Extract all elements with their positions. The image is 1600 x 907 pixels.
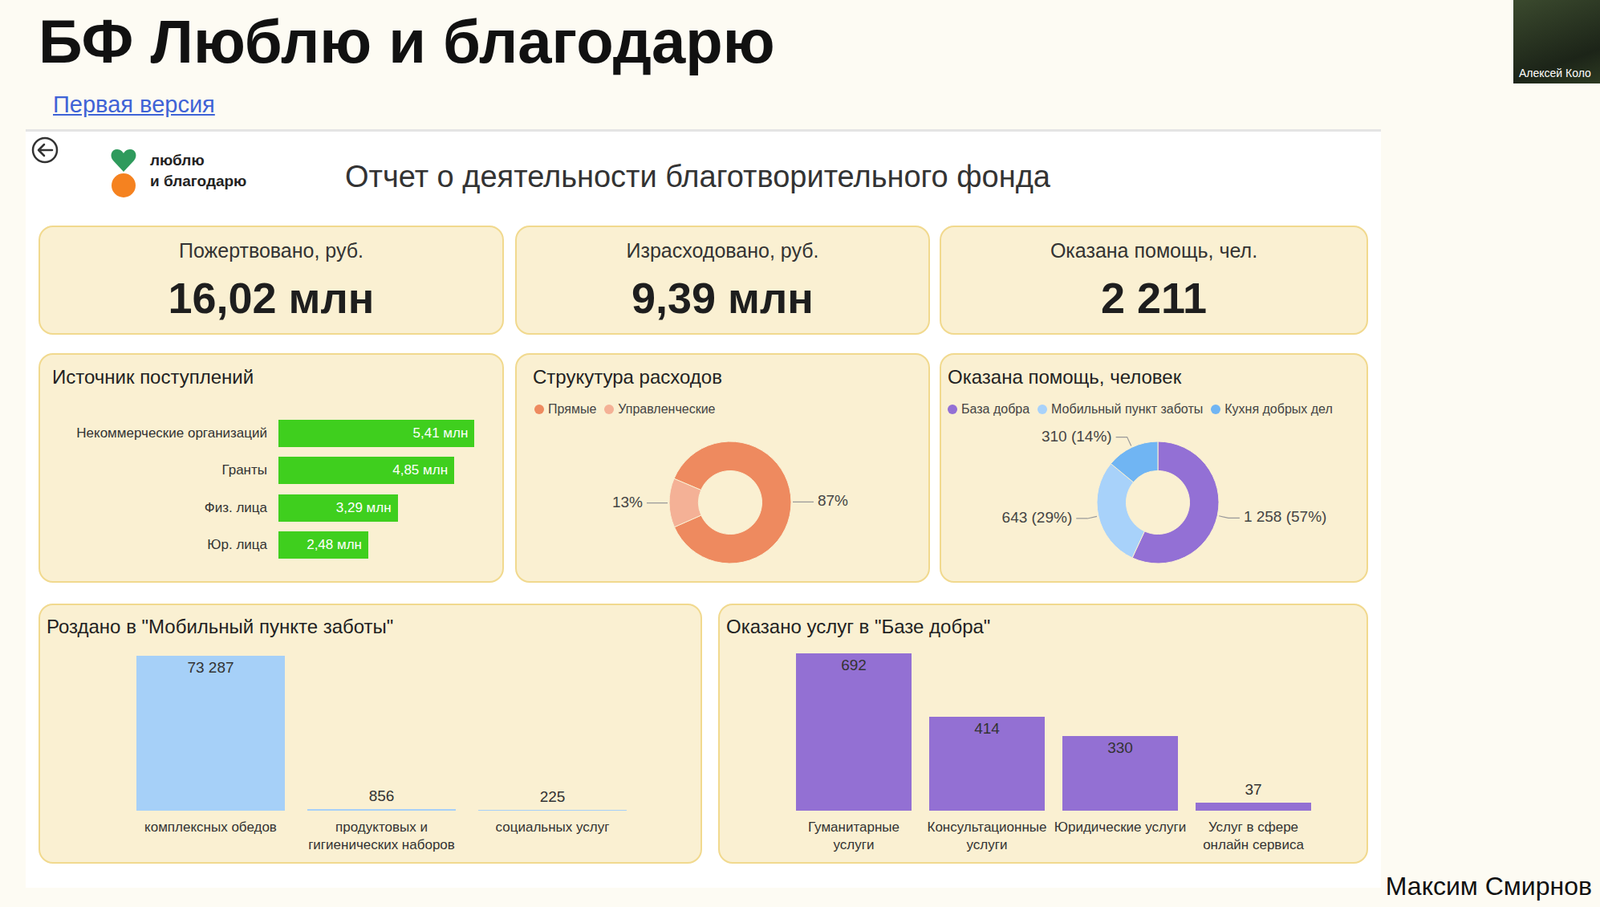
kpi-value: 9,39 млн bbox=[516, 272, 929, 325]
data-label: 2,48 млн bbox=[278, 536, 362, 554]
plot-area bbox=[125, 651, 638, 811]
slide: БФ Люблю и благодарю Первая версия Алексей… bbox=[0, 0, 1600, 907]
category-label: Юридические услуги bbox=[1053, 818, 1187, 837]
legend-text: Мобильный пункт заботы bbox=[1051, 401, 1203, 418]
data-label: 37 bbox=[1186, 780, 1320, 799]
data-label: 87% bbox=[817, 491, 849, 509]
legend-text: Кухня добрых дел bbox=[1224, 401, 1333, 418]
category-label: Услуг в сфере онлайн сервиса bbox=[1186, 818, 1320, 854]
bar bbox=[1195, 802, 1312, 811]
donut-chart: 1 258 (57%) 643 (29%) 310 (14%) bbox=[941, 354, 1370, 585]
data-label: 330 bbox=[1053, 739, 1187, 757]
legend: Прямые Управленческие bbox=[534, 401, 723, 418]
slice bbox=[1110, 441, 1158, 483]
chart-card: Источник поступлений Некоммерческие орган… bbox=[38, 353, 504, 583]
logo-heart bbox=[111, 149, 137, 172]
data-label: 73 287 bbox=[125, 658, 297, 677]
kpi-label: Израсходовано, руб. bbox=[516, 238, 929, 263]
logo-text: люблю bbox=[150, 152, 205, 168]
leader-line bbox=[646, 502, 668, 504]
chart-title: Оказана помощь, человек bbox=[947, 365, 1182, 390]
kpi-card: Пожертвовано, руб. 16,02 млн bbox=[38, 225, 504, 335]
participant-name: Алексей Коло bbox=[1518, 67, 1592, 79]
category-label: Гранты bbox=[40, 461, 268, 480]
logo-icon bbox=[109, 146, 139, 199]
category-label: Физ. лица bbox=[40, 499, 268, 517]
data-label: 4,85 млн bbox=[278, 461, 448, 480]
data-label: 310 (14%) bbox=[1041, 427, 1113, 445]
legend-item: Управленческие bbox=[604, 401, 715, 418]
category-label: Гуманитарные услуги bbox=[787, 818, 921, 854]
category-label: комплексных обедов bbox=[125, 818, 297, 837]
data-label: 643 (29%) bbox=[1002, 508, 1073, 526]
legend-item: Кухня добрых дел bbox=[1210, 401, 1333, 418]
data-label: 856 bbox=[296, 787, 468, 805]
legend-dot bbox=[1037, 404, 1048, 415]
data-label: 1 258 (57%) bbox=[1243, 507, 1328, 525]
chart-card: Роздано в "Мобильный пункте заботы" 73 28… bbox=[38, 603, 703, 864]
kpi-card: Израсходовано, руб. 9,39 млн bbox=[515, 225, 930, 335]
leader-line bbox=[792, 501, 814, 503]
chart-title: Источник поступлений bbox=[52, 365, 254, 390]
data-label: 3,29 млн bbox=[278, 499, 392, 517]
logo-circle bbox=[111, 173, 136, 198]
logo-text: и благодарю bbox=[150, 173, 247, 189]
leader-line bbox=[1116, 437, 1132, 447]
legend-text: Прямые bbox=[548, 401, 597, 418]
chart-card: Струкутура расходовПрямыеУправленческие8… bbox=[515, 353, 930, 583]
plot-area bbox=[787, 651, 1320, 811]
legend-item: Прямые bbox=[534, 401, 597, 418]
category-label: Юр. лица bbox=[40, 536, 268, 554]
category-label: Некоммерческие организаций bbox=[40, 424, 268, 443]
bar bbox=[795, 653, 913, 811]
chart-title: Оказано услуг в "Базе добра" bbox=[726, 615, 991, 639]
version-link[interactable]: Первая версия bbox=[52, 90, 216, 119]
bar bbox=[136, 655, 286, 811]
legend-dot bbox=[604, 404, 614, 415]
kpi-value: 16,02 млн bbox=[40, 272, 503, 325]
legend-text: Управленческие bbox=[617, 401, 715, 418]
leader-line bbox=[1076, 515, 1097, 519]
chart-title: Роздано в "Мобильный пункте заботы" bbox=[46, 615, 394, 639]
back-circle bbox=[32, 138, 57, 163]
slice bbox=[669, 478, 702, 527]
category-label: продуктовых и гигиенических наборов bbox=[296, 818, 468, 854]
category-label: социальных услуг bbox=[467, 818, 638, 837]
leader-line bbox=[1218, 515, 1240, 519]
slide-title: БФ Люблю и благодарю bbox=[38, 11, 776, 73]
kpi-card: Оказана помощь, чел. 2 211 bbox=[939, 225, 1369, 335]
data-label: 13% bbox=[612, 493, 643, 511]
chart-card: Оказано услуг в "Базе добра" 692 Гуманитар… bbox=[718, 603, 1369, 864]
legend-dot bbox=[947, 404, 958, 415]
legend-item: База добра bbox=[947, 401, 1030, 418]
data-label: 225 bbox=[467, 787, 638, 806]
back-button[interactable] bbox=[30, 135, 60, 165]
data-label: 5,41 млн bbox=[278, 424, 468, 443]
legend: База добра Мобильный пункт заботы Кухня до… bbox=[947, 401, 1341, 418]
legend-dot bbox=[534, 404, 545, 415]
legend-dot bbox=[1210, 404, 1221, 415]
back-arrow bbox=[38, 144, 53, 156]
data-label: 692 bbox=[787, 656, 921, 675]
data-label: 414 bbox=[920, 719, 1054, 738]
kpi-label: Оказана помощь, чел. bbox=[941, 238, 1367, 263]
legend-text: База добра bbox=[961, 401, 1030, 418]
legend-item: Мобильный пункт заботы bbox=[1037, 401, 1203, 418]
donut-chart: 87% 13% bbox=[516, 354, 932, 585]
kpi-value: 2 211 bbox=[941, 272, 1367, 325]
bar bbox=[307, 808, 457, 811]
chart-title: Струкутура расходов bbox=[532, 365, 723, 390]
dashboard-title: Отчет о деятельности благотворительного … bbox=[345, 158, 1051, 196]
category-label: Консультационные услуги bbox=[920, 818, 1054, 854]
bar bbox=[478, 809, 628, 811]
speaker-name: Максим Смирнов bbox=[1385, 873, 1592, 899]
chart-card: Оказана помощь, человек База добра Мобильн… bbox=[939, 353, 1369, 583]
kpi-label: Пожертвовано, руб. bbox=[40, 238, 503, 263]
